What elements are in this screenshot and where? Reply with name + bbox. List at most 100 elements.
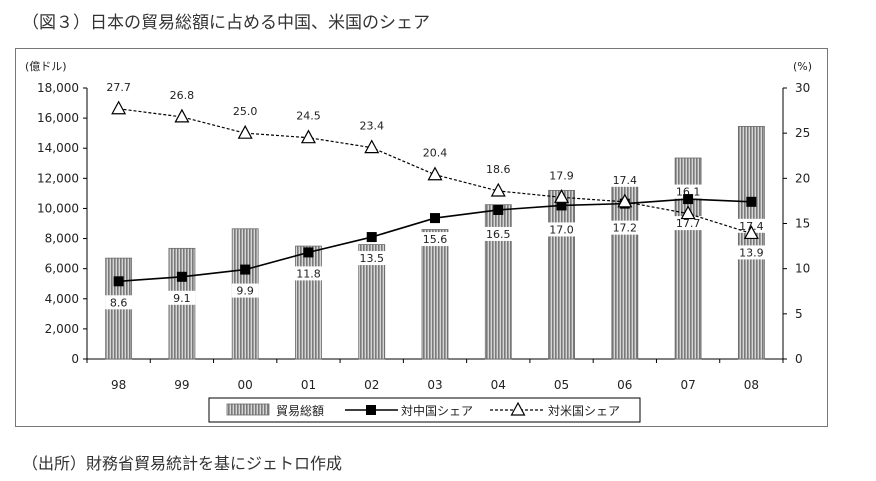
us-share-point xyxy=(237,124,253,139)
china-share-point xyxy=(113,276,124,287)
x-tick-label: 02 xyxy=(364,378,379,392)
left-axis-unit: (億ドル) xyxy=(25,60,67,73)
china-share-point xyxy=(556,200,567,211)
us-share-point xyxy=(490,182,506,197)
us-share-label-bg xyxy=(481,161,516,176)
right-tick-label: 25 xyxy=(795,126,810,140)
left-tick-label: 12,000 xyxy=(37,171,79,185)
us-share-label: 18.6 xyxy=(486,163,511,176)
x-tick-label: 07 xyxy=(680,378,695,392)
us-share-label: 27.7 xyxy=(106,81,131,94)
right-tick-label: 20 xyxy=(795,171,810,185)
china-share-point xyxy=(176,271,187,282)
left-tick-label: 0 xyxy=(71,352,79,366)
china-share-label-bg xyxy=(231,283,259,298)
right-tick-label: 30 xyxy=(795,81,810,95)
bar xyxy=(295,245,322,360)
legend-box xyxy=(208,397,641,423)
china-share-label-bg xyxy=(105,295,133,310)
china-share-point xyxy=(430,213,440,224)
china-share-point xyxy=(303,247,314,258)
china-share-point xyxy=(366,232,377,243)
x-tick-label: 04 xyxy=(491,378,506,392)
legend-label-china: 対中国シェア xyxy=(401,403,473,418)
china-share-label: 17.0 xyxy=(549,223,574,236)
us-share-label-bg xyxy=(544,168,579,183)
us-share-label-bg xyxy=(607,172,642,187)
china-share-label: 8.6 xyxy=(110,296,128,309)
legend-china-marker xyxy=(366,405,376,415)
left-tick-label: 8,000 xyxy=(45,232,79,246)
us-share-point xyxy=(111,100,127,115)
left-tick-label: 4,000 xyxy=(45,292,79,306)
right-axis-unit: (%) xyxy=(793,60,812,73)
china-share-point xyxy=(746,196,757,207)
left-tick-label: 14,000 xyxy=(37,141,79,155)
us-share-label-bg xyxy=(734,245,769,260)
legend-label-us: 対米国シェア xyxy=(548,404,620,418)
china-share-label-bg xyxy=(291,266,326,281)
legend-us-marker xyxy=(510,401,526,416)
source-note: （出所）財務省貿易統計を基にジェトロ作成 xyxy=(22,454,343,473)
x-tick-label: 98 xyxy=(111,378,126,392)
us-share-label: 17.9 xyxy=(549,169,574,182)
us-share-label: 16.1 xyxy=(676,186,701,199)
x-tick-label: 05 xyxy=(554,378,569,392)
china-share-label-bg xyxy=(418,232,452,247)
china-share-label-bg xyxy=(354,251,389,266)
x-tick-label: 03 xyxy=(427,378,442,392)
china-share-label-bg xyxy=(481,226,516,241)
x-tick-label: 01 xyxy=(301,378,316,392)
china-share-label: 9.9 xyxy=(236,285,254,298)
us-share-label-bg xyxy=(291,108,326,123)
x-tick-label: 08 xyxy=(744,378,759,392)
left-tick-label: 6,000 xyxy=(45,262,79,276)
us-share-point xyxy=(427,166,443,181)
china-share-label-bg xyxy=(168,290,196,305)
china-share-label: 17.2 xyxy=(613,222,638,235)
us-share-point xyxy=(680,205,696,220)
x-tick-label: 99 xyxy=(174,378,189,392)
us-share-label: 20.4 xyxy=(423,147,448,160)
legend-label-trade: 貿易総額 xyxy=(276,404,324,418)
right-tick-label: 15 xyxy=(795,217,810,231)
right-tick-label: 5 xyxy=(795,307,803,321)
us-share-point xyxy=(300,129,316,144)
china-share-point xyxy=(493,204,504,215)
bar xyxy=(611,173,639,360)
china-share-point xyxy=(683,194,694,205)
x-tick-label: 00 xyxy=(238,378,253,392)
us-share-label: 25.0 xyxy=(233,105,258,118)
us-share-label: 23.4 xyxy=(359,120,384,133)
china-share-label: 16.5 xyxy=(486,228,511,241)
x-tick-label: 06 xyxy=(617,378,632,392)
left-tick-label: 18,000 xyxy=(37,81,79,95)
china-share-label: 13.5 xyxy=(359,252,384,265)
chart-title: （図３）日本の貿易総額に占める中国、米国のシェア xyxy=(22,13,430,33)
us-share-label: 26.8 xyxy=(170,89,195,102)
china-share-label: 17.7 xyxy=(676,217,701,230)
us-share-label-bg xyxy=(354,118,389,133)
china-share-point xyxy=(240,264,251,275)
us-share-label: 17.4 xyxy=(613,174,638,187)
us-share-label: 13.9 xyxy=(739,246,764,259)
chart-frame xyxy=(15,48,828,427)
us-share-label-bg xyxy=(101,79,136,94)
us-share-label-bg xyxy=(228,104,263,119)
legend-bar-swatch xyxy=(226,403,270,416)
us-share-label-bg xyxy=(164,87,199,102)
china-share-label-bg xyxy=(544,222,579,237)
us-share-point xyxy=(617,193,633,208)
bar xyxy=(421,229,449,360)
china-share-label: 9.1 xyxy=(173,292,191,305)
left-tick-label: 2,000 xyxy=(45,322,79,336)
china-share-label-bg xyxy=(607,220,642,235)
left-tick-label: 10,000 xyxy=(37,201,79,215)
left-tick-label: 16,000 xyxy=(37,111,79,125)
us-share-point xyxy=(364,139,380,154)
china-share-label: 15.6 xyxy=(423,233,448,246)
bar xyxy=(548,189,575,360)
right-tick-label: 10 xyxy=(795,262,810,276)
us-share-label-bg xyxy=(418,145,452,160)
china-share-label-bg xyxy=(671,216,706,231)
